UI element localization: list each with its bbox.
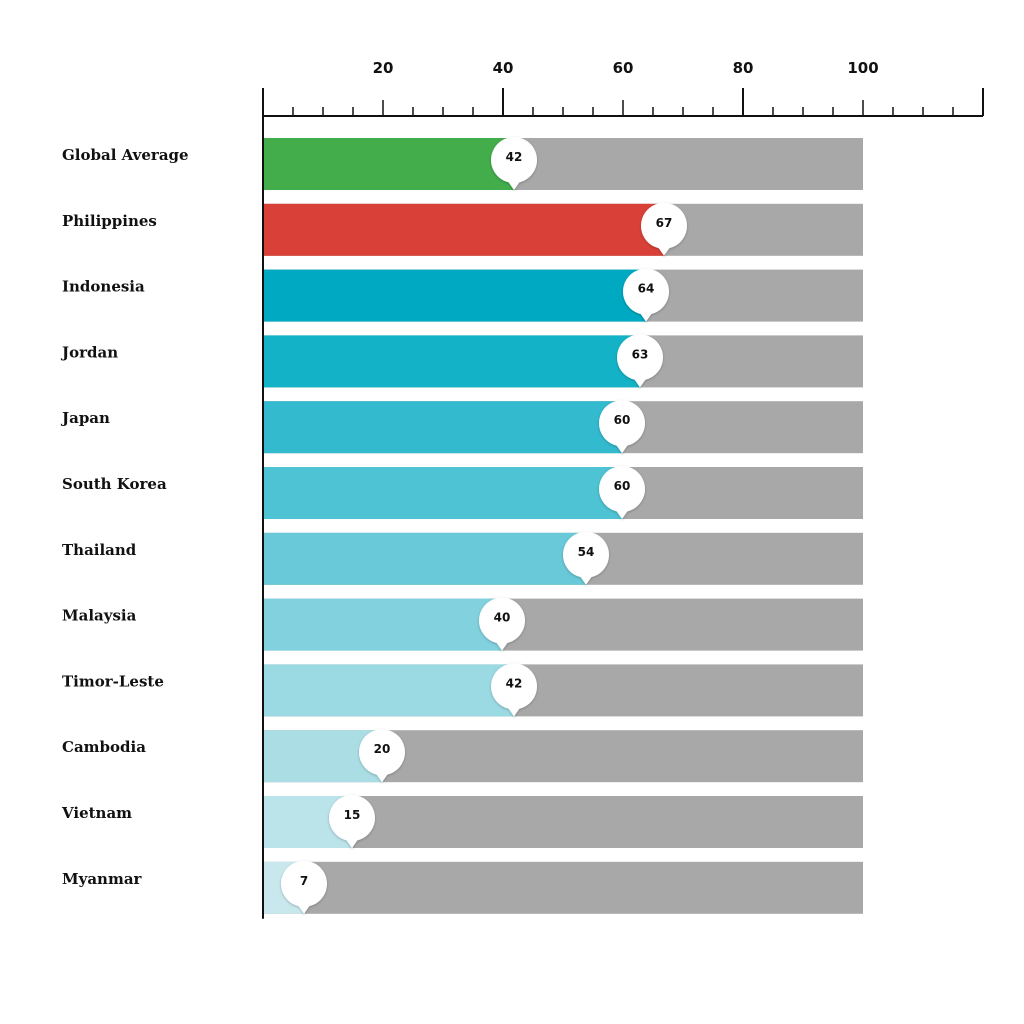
bar: [263, 138, 515, 190]
value-marker: [491, 137, 537, 190]
value-marker: [623, 268, 669, 322]
value-marker: [617, 334, 663, 388]
bar: [263, 532, 587, 585]
category-label: Cambodia: [62, 738, 146, 756]
x-axis: 20 40 60 80 100: [263, 59, 984, 117]
category-label: Myanmar: [62, 870, 143, 888]
value-marker-circle: [491, 137, 537, 183]
value-marker-circle: [617, 334, 663, 381]
value-marker: [281, 860, 327, 914]
category-label: Philippines: [62, 212, 157, 230]
bars: Global Average Philippines Indonesia Jordan…: [60, 138, 863, 914]
category-label: Indonesia: [62, 278, 145, 296]
bar: [263, 203, 665, 256]
value-marker: [491, 663, 537, 717]
value-marker-circle: [281, 860, 327, 907]
value-marker-circle: [623, 268, 669, 315]
value-marker: [479, 597, 525, 651]
bar: [263, 401, 623, 454]
category-label: Jordan: [60, 343, 118, 361]
value-marker-circle: [599, 400, 645, 447]
category-label: South Korea: [62, 475, 167, 493]
category-label: Malaysia: [62, 607, 137, 625]
data-label: 60: [614, 479, 631, 493]
value-marker-circle: [641, 202, 687, 249]
bar: [263, 335, 641, 388]
category-label: Timor-Leste: [62, 672, 164, 690]
bar: [263, 467, 623, 519]
x-tick-label: 80: [733, 59, 754, 77]
bar: [263, 269, 647, 322]
value-marker: [599, 400, 645, 454]
data-label: 15: [344, 808, 361, 822]
value-marker: [641, 202, 687, 256]
category-label: Vietnam: [61, 804, 132, 822]
value-marker-circle: [359, 729, 405, 776]
bar: [263, 664, 515, 717]
value-marker: [329, 795, 375, 848]
data-label: 60: [614, 413, 631, 427]
x-tick-label: 100: [847, 59, 878, 77]
data-label: 54: [578, 545, 595, 559]
x-tick-label: 60: [613, 59, 634, 77]
data-label: 67: [656, 216, 673, 230]
value-marker-circle: [491, 663, 537, 710]
data-label: 42: [506, 150, 523, 164]
data-label: 64: [638, 282, 655, 296]
value-marker: [599, 466, 645, 519]
bar: [263, 598, 503, 651]
data-label: 20: [374, 742, 391, 756]
data-markers: 42 67 64 63 60 60 54 40 42 20 15 7: [281, 137, 687, 914]
data-label: 42: [506, 676, 523, 690]
data-label: 7: [300, 874, 308, 888]
value-marker: [563, 531, 609, 585]
category-label: Japan: [60, 409, 110, 427]
bar-track: [263, 861, 863, 914]
data-label: 40: [494, 611, 511, 625]
value-marker-circle: [563, 531, 609, 578]
x-tick-label: 20: [373, 59, 394, 77]
x-tick-label: 40: [493, 59, 514, 77]
category-label: Global Average: [62, 146, 189, 164]
value-marker-circle: [479, 597, 525, 644]
category-label: Thailand: [62, 541, 137, 559]
value-marker-circle: [329, 795, 375, 841]
value-marker: [359, 729, 405, 783]
data-label: 63: [632, 347, 649, 361]
value-marker-circle: [599, 466, 645, 512]
